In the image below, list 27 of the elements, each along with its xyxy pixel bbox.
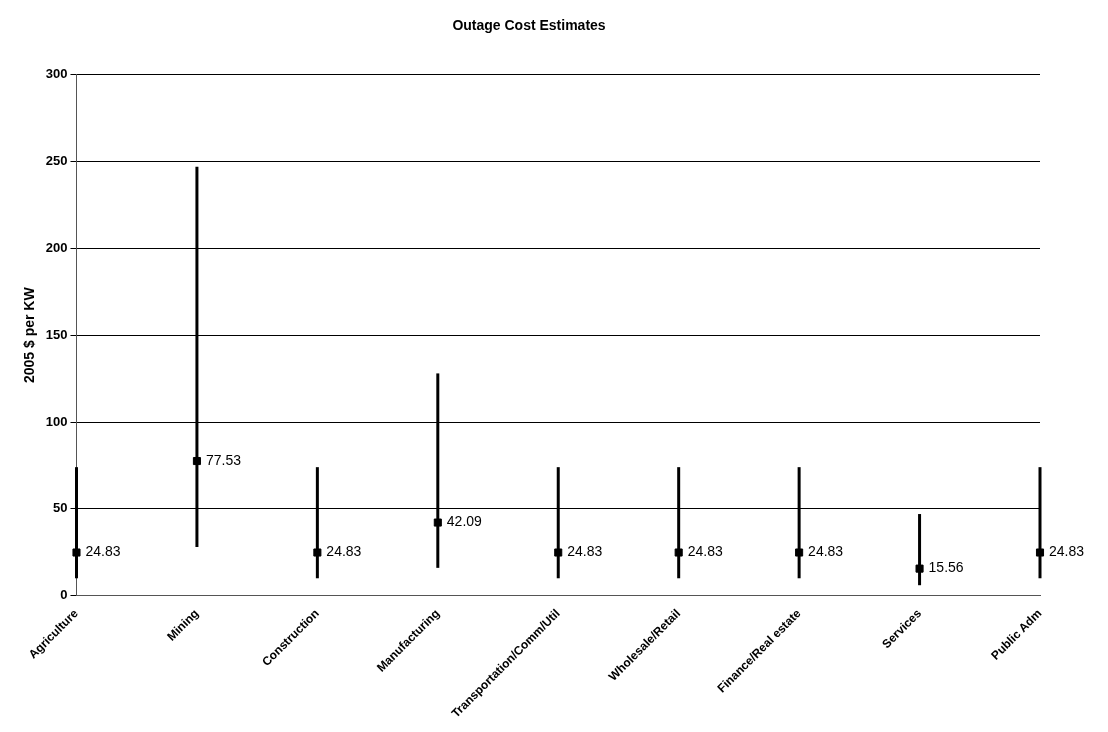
point	[1035, 548, 1045, 557]
point	[554, 548, 563, 557]
data-label: 24.83	[1049, 543, 1085, 560]
y-tick-label: 150	[45, 326, 68, 342]
data-label: 24.83	[687, 543, 723, 560]
y-tick-label: 250	[45, 153, 68, 169]
point	[192, 457, 201, 466]
point	[72, 548, 81, 557]
point	[674, 548, 683, 557]
data-label: 24.83	[85, 543, 121, 560]
y-tick-label: 300	[45, 66, 68, 82]
y-tick-label: 50	[53, 500, 68, 516]
chart-title: Outage Cost Estimates	[452, 17, 606, 34]
data-label: 24.83	[808, 543, 844, 560]
data-label: 77.53	[205, 451, 242, 468]
data-label: 24.83	[567, 543, 603, 560]
point	[795, 548, 804, 557]
point	[915, 564, 924, 573]
data-label: 24.83	[326, 543, 362, 560]
y-tick-label: 0	[60, 587, 68, 603]
y-tick-label: 200	[45, 239, 68, 255]
point	[313, 548, 322, 557]
point	[433, 518, 442, 527]
y-tick-label: 100	[45, 413, 68, 429]
data-label: 15.56	[928, 559, 964, 576]
data-label: 42.09	[446, 513, 483, 530]
y-axis-title: 2005 $ per KW	[21, 286, 38, 384]
